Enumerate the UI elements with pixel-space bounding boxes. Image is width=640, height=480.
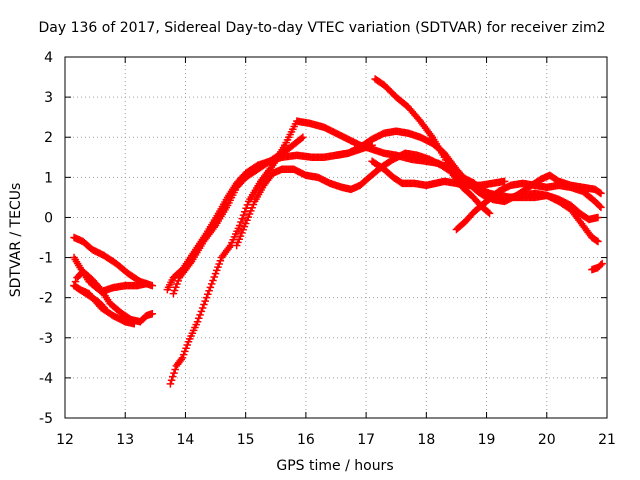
data-point <box>215 260 223 268</box>
data-point <box>216 257 225 265</box>
y-tick-label: 0 <box>44 210 53 226</box>
data-point <box>166 380 175 388</box>
series-track-1 <box>70 233 157 290</box>
data-point <box>204 290 212 298</box>
data-point <box>142 279 151 288</box>
x-tick-label: 20 <box>538 432 556 448</box>
data-point <box>210 273 219 281</box>
series-track-14 <box>588 259 606 274</box>
y-tick-label: -5 <box>39 411 53 427</box>
data-point <box>195 314 203 323</box>
y-tick-label: -2 <box>39 291 53 307</box>
x-tick-label: 16 <box>297 432 315 448</box>
y-axis-label: SDTVAR / TECUs <box>8 183 24 298</box>
data-point <box>174 277 182 285</box>
data-point <box>179 350 188 359</box>
data-point <box>169 289 178 298</box>
data-point <box>198 304 207 312</box>
data-point <box>500 177 509 186</box>
data-points <box>70 75 606 388</box>
x-tick-label: 13 <box>116 432 134 448</box>
data-point <box>171 365 179 374</box>
data-point <box>594 213 602 222</box>
data-point <box>593 236 601 245</box>
y-tick-label: 2 <box>44 130 53 146</box>
series-track-8 <box>166 117 605 388</box>
series-track-9 <box>232 149 602 250</box>
axis-ticks <box>64 56 608 419</box>
data-point <box>196 311 204 319</box>
data-point <box>173 280 181 288</box>
y-tick-label: -4 <box>39 371 53 387</box>
data-point <box>205 287 213 295</box>
data-point <box>597 203 605 212</box>
data-point <box>594 237 602 246</box>
data-point <box>178 354 187 362</box>
series-track-12 <box>368 157 509 190</box>
data-point <box>596 188 604 197</box>
x-tick-label: 18 <box>417 432 435 448</box>
data-point <box>130 319 139 328</box>
data-point <box>172 283 180 291</box>
data-point <box>148 309 157 318</box>
data-point <box>209 276 217 285</box>
x-tick-label: 21 <box>598 432 616 448</box>
data-point <box>170 286 179 295</box>
data-point <box>248 203 256 212</box>
series-track-13 <box>452 179 605 234</box>
data-point <box>183 341 192 349</box>
y-tick-label: -1 <box>39 251 53 267</box>
y-tick-label: 1 <box>44 170 53 186</box>
data-point <box>597 189 605 198</box>
data-point <box>211 269 220 278</box>
data-point <box>197 307 206 316</box>
series-track-5 <box>70 281 139 328</box>
data-point <box>148 281 157 290</box>
chart-title: Day 136 of 2017, Sidereal Day-to-day VTE… <box>39 20 606 36</box>
x-tick-label: 15 <box>237 432 255 448</box>
y-tick-label: 3 <box>44 90 53 106</box>
x-tick-label: 19 <box>478 432 496 448</box>
series-track-10 <box>332 127 602 246</box>
y-tick-label: 4 <box>44 50 53 66</box>
y-tick-label: -3 <box>39 331 53 347</box>
data-point <box>206 283 215 292</box>
y-tick-labels: -5 -4 -3 -2 -1 0 1 2 3 4 <box>39 50 53 427</box>
data-point <box>167 376 176 385</box>
data-point <box>240 222 249 231</box>
plot-frame <box>64 56 608 419</box>
x-tick-labels: 12 13 14 15 16 17 18 19 20 21 <box>56 432 616 448</box>
data-point <box>182 344 190 352</box>
data-point <box>232 241 241 250</box>
x-axis-label: GPS time / hours <box>276 458 393 474</box>
x-tick-label: 12 <box>56 432 74 448</box>
data-point <box>299 133 307 141</box>
grid-lines <box>65 57 607 418</box>
data-point <box>214 263 222 271</box>
data-point <box>169 372 177 381</box>
x-tick-label: 17 <box>357 432 375 448</box>
data-point <box>170 369 178 377</box>
data-point <box>200 300 208 309</box>
data-point <box>485 209 494 218</box>
x-tick-label: 14 <box>177 432 195 448</box>
data-point <box>207 280 216 288</box>
data-point <box>596 202 604 210</box>
data-point <box>202 293 211 302</box>
data-point <box>598 259 606 268</box>
data-point <box>181 347 189 356</box>
data-point <box>213 266 221 275</box>
data-point <box>201 297 209 305</box>
